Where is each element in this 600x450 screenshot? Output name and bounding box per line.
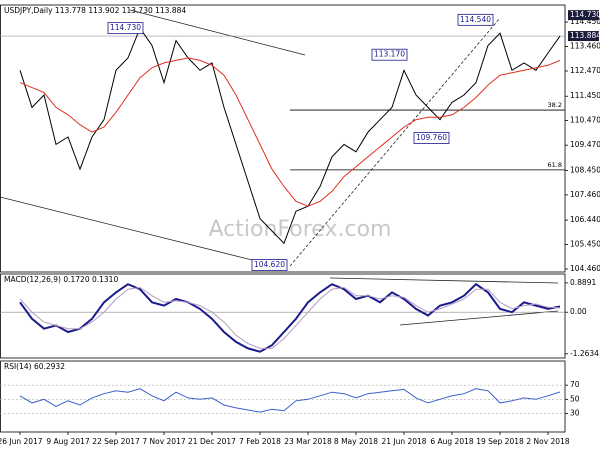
price-marker: [568, 10, 599, 21]
channel-line: [0, 196, 273, 266]
y-tick-label: 104.460: [570, 264, 600, 273]
price-marker-label: 113.884: [570, 31, 600, 40]
annotation-label: 109.760: [416, 133, 447, 142]
annotation-box: [371, 48, 408, 61]
annotation-label: 114.730: [110, 23, 141, 32]
price-title: USDJPY,Daily 113.778 113.902 113.730 113…: [4, 6, 186, 15]
annotation-box: [413, 132, 450, 144]
x-tick-label: 21 Jun 2018: [381, 437, 426, 446]
annotation-label: 104.620: [254, 260, 285, 269]
x-tick-label: 19 Sep 2018: [476, 437, 524, 446]
series-line: [19, 27, 561, 245]
y-tick-label: 105.450: [570, 240, 600, 249]
annotation-label: 114.540: [460, 15, 491, 24]
y-tick-label: 113.460: [570, 42, 600, 51]
y-tick-label: -1.2634: [570, 349, 599, 358]
y-tick-label: 111.450: [570, 91, 600, 100]
price-panel: [0, 4, 566, 273]
price-marker-label: 114.730: [570, 10, 600, 19]
x-tick-label: 7 Feb 2018: [239, 437, 281, 446]
y-tick-label: 112.470: [570, 66, 600, 75]
x-tick-label: 22 Sep 2017: [92, 437, 140, 446]
x-tick-label: 7 Nov 2017: [142, 437, 185, 446]
macd-title: MACD(12,26,9) 0.1720 0.1310: [4, 275, 118, 284]
series-line: [19, 286, 561, 349]
x-tick-label: 6 Aug 2018: [430, 437, 473, 446]
x-tick-label: 23 Mar 2018: [284, 437, 332, 446]
macd-panel: [0, 273, 566, 359]
channel-line: [129, 9, 306, 56]
series-line: [19, 388, 561, 413]
y-tick-label: 0.00: [570, 307, 587, 316]
x-tick-label: 2 Nov 2018: [526, 437, 569, 446]
y-tick-label: 110.470: [570, 115, 600, 124]
y-tick-label: 0.8891: [570, 278, 596, 287]
rsi-title: RSI(14) 60.2932: [4, 362, 65, 371]
trend-line: [289, 17, 501, 267]
y-tick-label: 114.450: [570, 17, 600, 26]
macd-trend-line: [399, 310, 559, 326]
fib-label: 38.2: [548, 101, 562, 109]
macd-trend-line: [329, 277, 559, 284]
y-tick-label: 108.450: [570, 165, 600, 174]
rsi-panel: [0, 360, 566, 433]
annotation-label: 113.170: [374, 50, 405, 59]
y-tick-label: 106.440: [570, 215, 600, 224]
watermark: ActionForex.com: [209, 217, 392, 242]
y-tick-label: 30: [570, 409, 580, 418]
x-tick-label: 26 Jun 2017: [0, 437, 43, 446]
series-line: [19, 57, 561, 207]
y-tick-label: 107.460: [570, 190, 600, 199]
series-line: [19, 282, 561, 353]
x-tick-label: 21 Dec 2017: [188, 437, 236, 446]
y-tick-label: 70: [570, 380, 580, 389]
annotation-box: [251, 259, 288, 271]
annotation-box: [107, 22, 144, 35]
price-marker: [568, 31, 599, 42]
y-tick-label: 109.470: [570, 140, 600, 149]
fib-label: 61.8: [548, 161, 562, 169]
y-tick-label: 50: [570, 394, 580, 403]
x-tick-label: 9 Aug 2017: [46, 437, 89, 446]
x-tick-label: 8 May 2018: [334, 437, 378, 446]
annotation-box: [457, 13, 494, 26]
